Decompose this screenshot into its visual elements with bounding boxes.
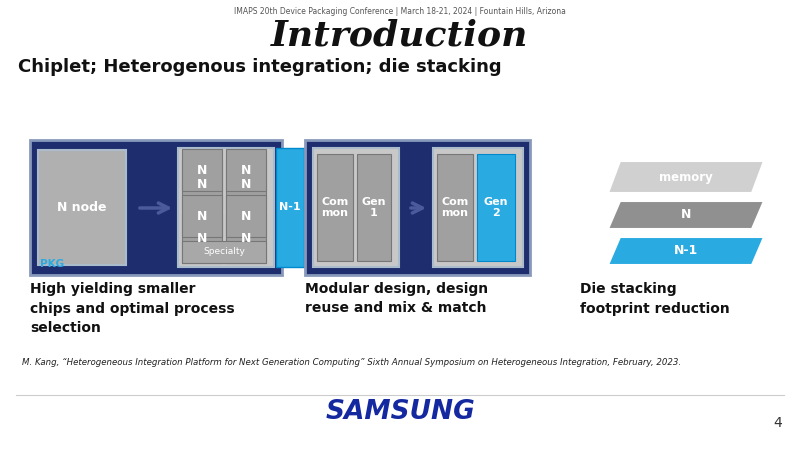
Bar xyxy=(30,140,282,275)
Polygon shape xyxy=(608,201,764,229)
Text: PKG: PKG xyxy=(40,259,64,269)
Bar xyxy=(276,148,304,267)
Bar xyxy=(226,159,266,209)
Bar xyxy=(182,195,222,237)
Text: N: N xyxy=(197,163,207,176)
Bar xyxy=(178,148,274,267)
Text: N: N xyxy=(197,177,207,190)
Bar xyxy=(182,241,266,263)
Bar xyxy=(226,213,266,263)
Bar xyxy=(477,154,515,261)
Text: 4: 4 xyxy=(774,416,782,430)
Bar xyxy=(182,149,222,191)
Text: Modular design, design
reuse and mix & match: Modular design, design reuse and mix & m… xyxy=(305,282,488,315)
Text: Gen
1: Gen 1 xyxy=(362,197,386,218)
Text: Introduction: Introduction xyxy=(271,18,529,52)
Bar xyxy=(38,150,126,265)
Text: IMAPS 20th Device Packaging Conference | March 18-21, 2024 | Fountain Hills, Ari: IMAPS 20th Device Packaging Conference |… xyxy=(234,7,566,16)
Bar xyxy=(357,154,391,261)
Text: N-1: N-1 xyxy=(279,202,301,212)
Text: Specialty: Specialty xyxy=(203,248,245,256)
Bar xyxy=(305,140,530,275)
Polygon shape xyxy=(608,237,764,265)
Text: Com
mon: Com mon xyxy=(322,197,349,218)
Text: High yielding smaller
chips and optimal process
selection: High yielding smaller chips and optimal … xyxy=(30,282,234,335)
Text: N: N xyxy=(241,210,251,222)
Text: SAMSUNG: SAMSUNG xyxy=(325,399,475,425)
Text: N: N xyxy=(241,177,251,190)
Text: Gen
2: Gen 2 xyxy=(484,197,508,218)
Text: N node: N node xyxy=(58,201,106,214)
Bar xyxy=(317,154,353,261)
Bar xyxy=(226,195,266,237)
Text: N: N xyxy=(681,208,691,221)
Polygon shape xyxy=(608,161,764,193)
Text: memory: memory xyxy=(659,171,713,184)
Text: N: N xyxy=(197,210,207,222)
Bar xyxy=(437,154,473,261)
Text: Com
mon: Com mon xyxy=(442,197,469,218)
Text: Chiplet; Heterogenous integration; die stacking: Chiplet; Heterogenous integration; die s… xyxy=(18,58,502,76)
Text: M. Kang, “Heterogeneous Integration Platform for Next Generation Computing” Sixt: M. Kang, “Heterogeneous Integration Plat… xyxy=(22,358,681,367)
Bar xyxy=(226,149,266,191)
Bar xyxy=(313,148,399,267)
Text: N: N xyxy=(241,163,251,176)
Text: Die stacking
footprint reduction: Die stacking footprint reduction xyxy=(580,282,730,315)
Text: N: N xyxy=(197,231,207,244)
Text: N: N xyxy=(241,231,251,244)
Bar xyxy=(182,159,222,209)
Text: N-1: N-1 xyxy=(674,244,698,257)
Bar xyxy=(433,148,523,267)
Bar xyxy=(182,213,222,263)
